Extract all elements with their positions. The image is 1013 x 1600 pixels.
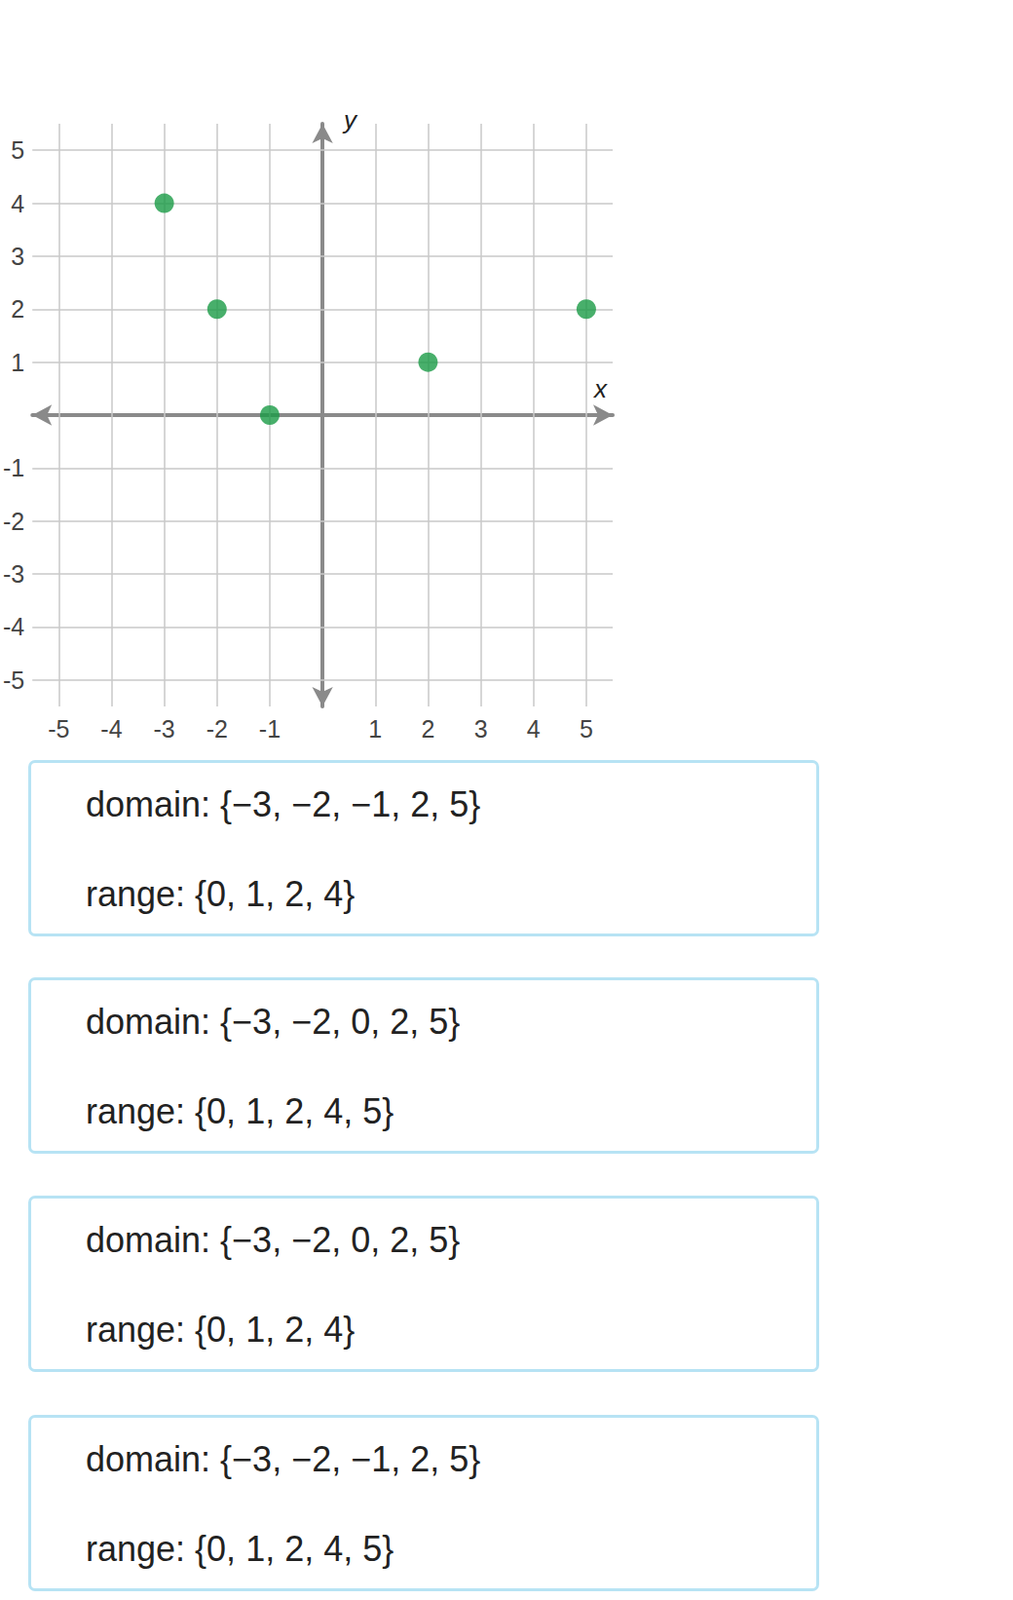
html-text:domain: {−3, −2, −1, 2, 5}: domain: {−3, −2, −1, 2, 5}: [85, 784, 481, 825]
svg-text:-5: -5: [2, 666, 25, 694]
html-text:range: {0, 1, 2, 4, 5}: range: {0, 1, 2, 4, 5}: [85, 1528, 394, 1569]
svg-text:1: 1: [368, 714, 382, 742]
svg-text:-5: -5: [47, 714, 70, 742]
html-text:range: {0, 1, 2, 4}: range: {0, 1, 2, 4}: [85, 873, 355, 914]
svg-text:-4: -4: [100, 714, 122, 742]
svg-text:4: 4: [526, 714, 541, 742]
svg-text:-1: -1: [2, 453, 25, 482]
svg-text:4: 4: [10, 189, 25, 218]
svg-text:5: 5: [579, 714, 594, 742]
svg-text:-2: -2: [2, 507, 25, 535]
html-text:range: {0, 1, 2, 4, 5}: range: {0, 1, 2, 4, 5}: [85, 1090, 394, 1131]
html-text:domain: {−3, −2, 0, 2, 5}: domain: {−3, −2, 0, 2, 5}: [85, 1001, 461, 1042]
svg-text:2: 2: [10, 295, 25, 323]
svg-text:5: 5: [10, 136, 25, 164]
html-text:What are the domain and range: What are the domain and range of this re…: [27, 13, 789, 54]
svg-text:-1: -1: [259, 714, 281, 742]
svg-text:1: 1: [10, 348, 25, 376]
svg-text:-4: -4: [2, 612, 25, 640]
svg-text:3: 3: [10, 242, 25, 270]
svg-text:3: 3: [474, 714, 488, 742]
svg-text:x: x: [592, 374, 608, 404]
svg-text:-2: -2: [206, 714, 228, 742]
html-text:domain: {−3, −2, 0, 2, 5}: domain: {−3, −2, 0, 2, 5}: [85, 1219, 461, 1260]
html-text:domain: {−3, −2, −1, 2, 5}: domain: {−3, −2, −1, 2, 5}: [85, 1438, 481, 1479]
html-text:range: {0, 1, 2, 4}: range: {0, 1, 2, 4}: [85, 1309, 355, 1350]
svg-text:-3: -3: [153, 714, 176, 742]
svg-text:-3: -3: [2, 560, 25, 588]
svg-text:y: y: [341, 105, 359, 135]
svg-text:2: 2: [420, 714, 435, 742]
